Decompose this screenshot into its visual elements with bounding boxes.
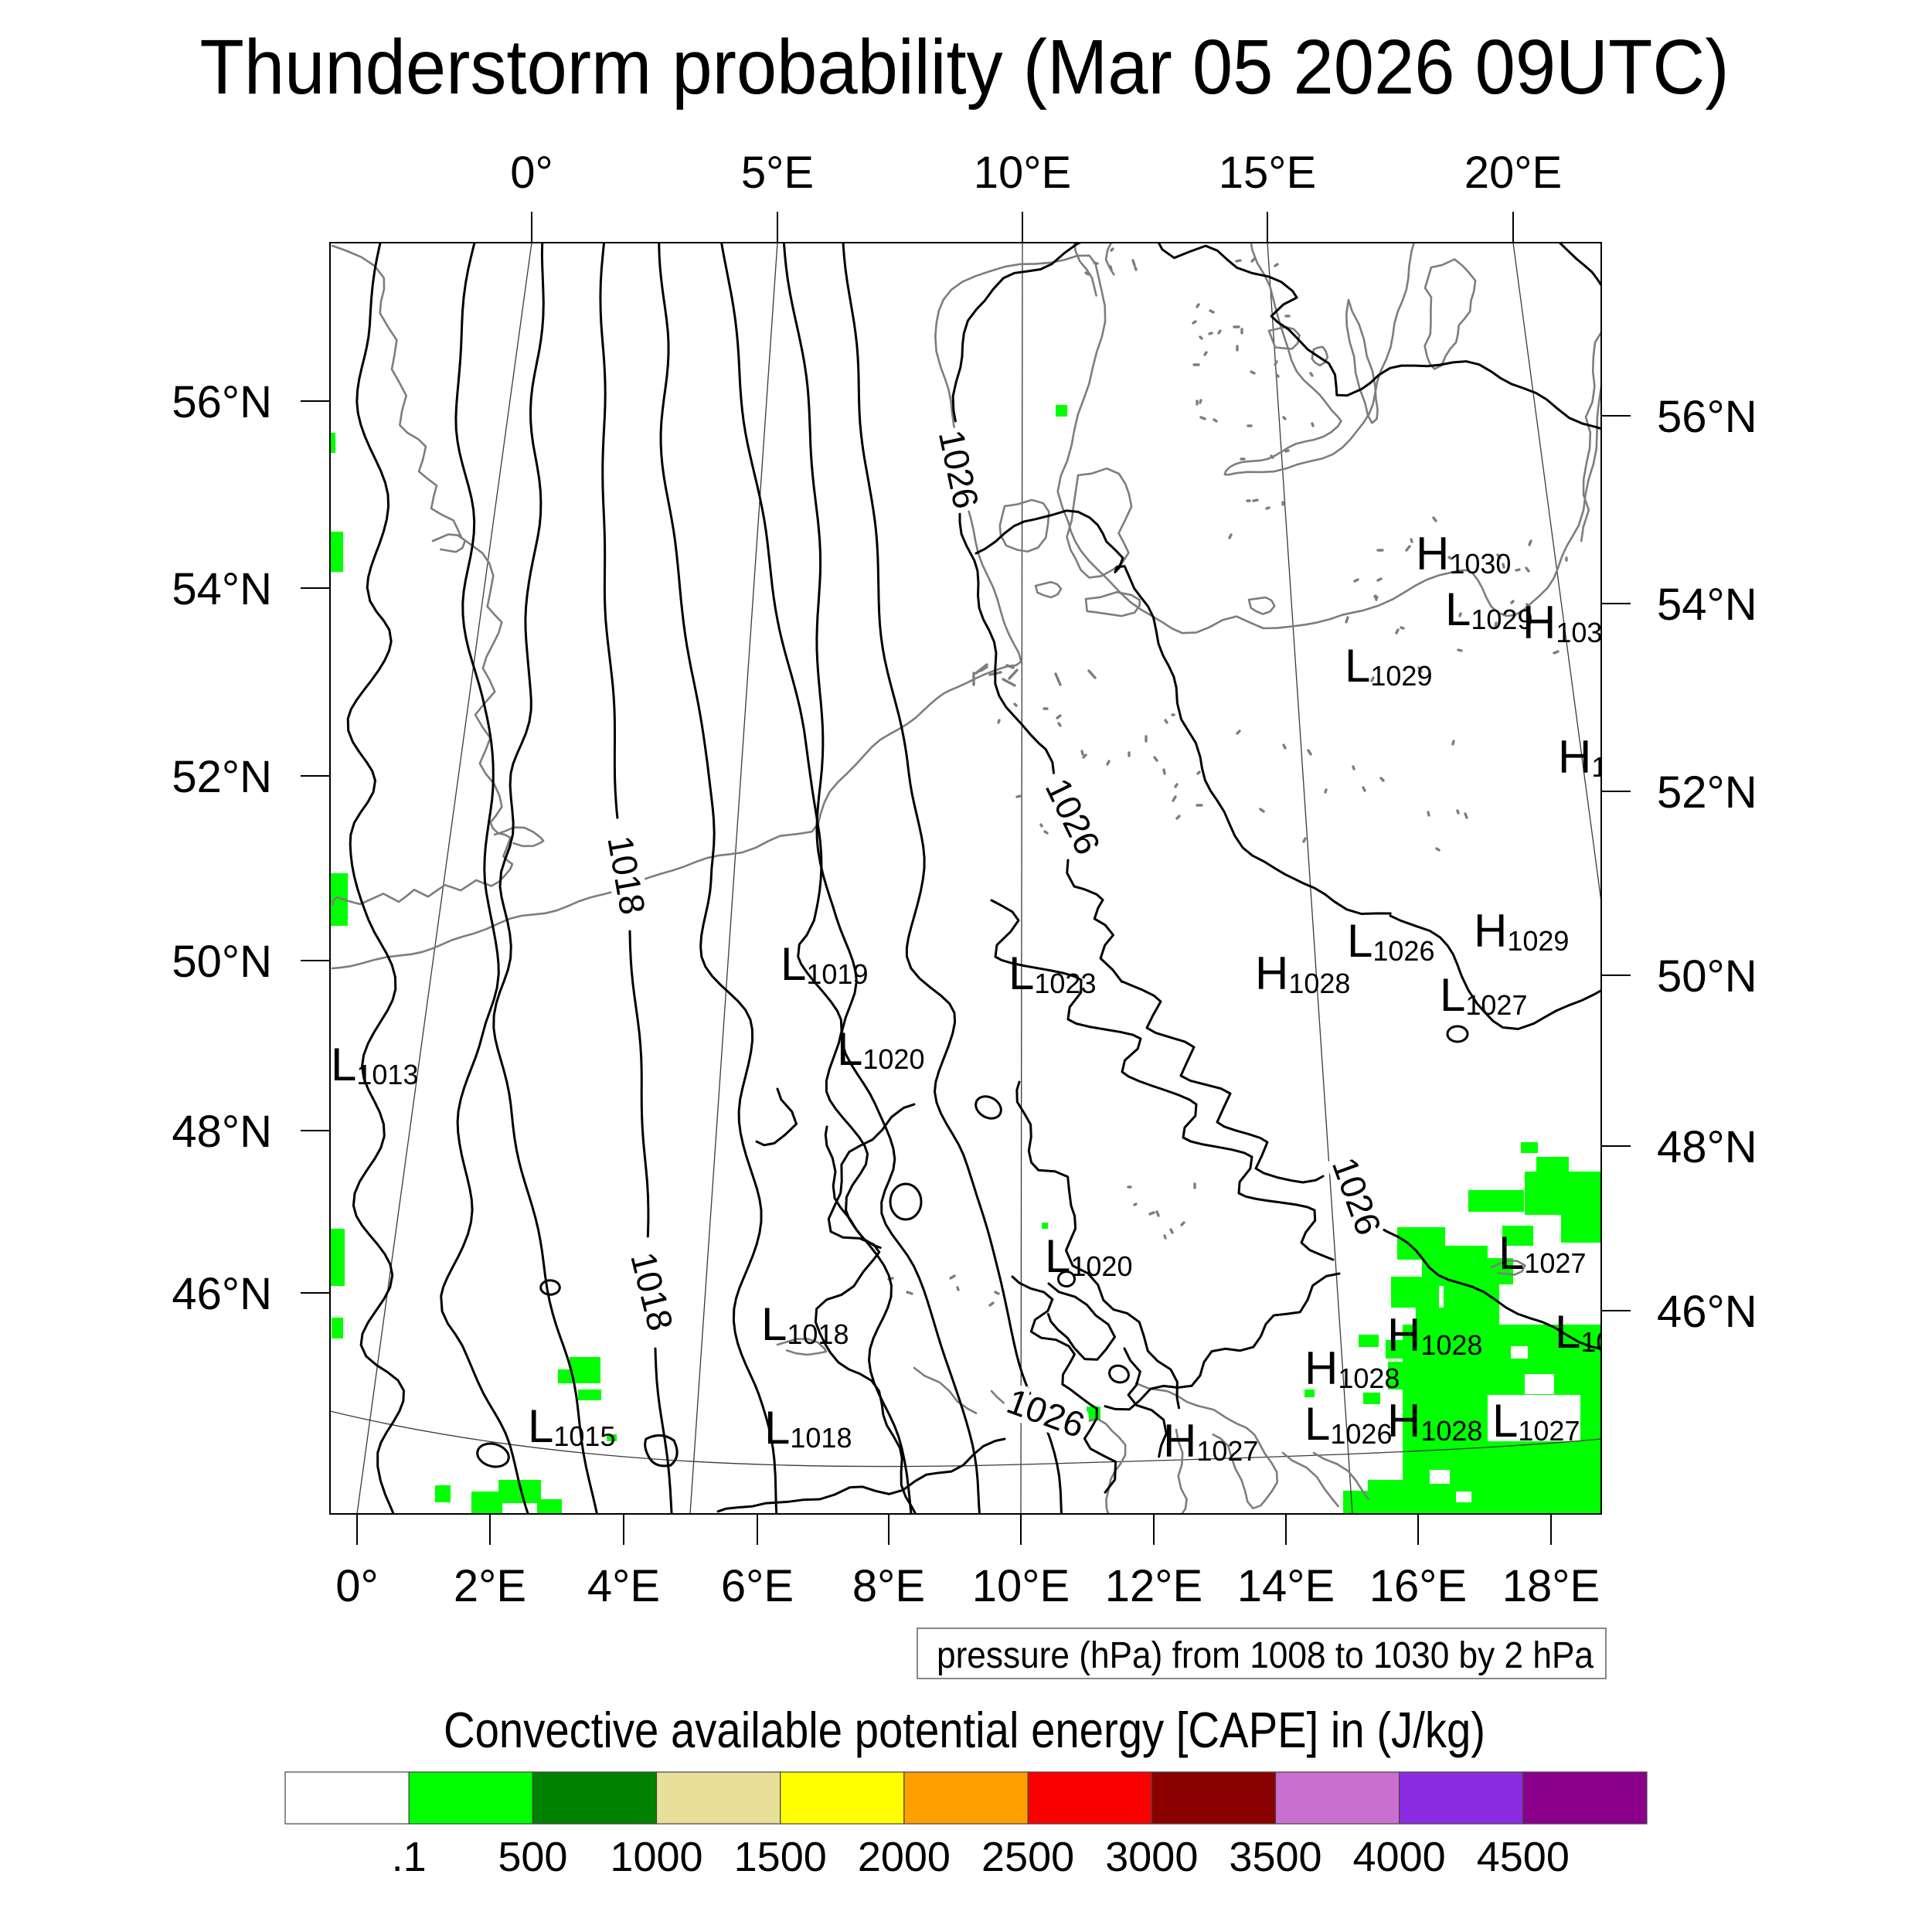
svg-text:0°: 0° [510, 148, 553, 198]
svg-text:50°N: 50°N [1657, 951, 1757, 1002]
svg-text:52°N: 52°N [1657, 767, 1757, 818]
svg-text:500: 500 [498, 1834, 567, 1880]
svg-text:48°N: 48°N [1657, 1122, 1757, 1172]
svg-text:12°E: 12°E [1105, 1561, 1202, 1611]
svg-text:54°N: 54°N [1657, 580, 1757, 630]
svg-text:48°N: 48°N [172, 1107, 272, 1157]
svg-text:52°N: 52°N [172, 752, 272, 802]
svg-text:5°E: 5°E [741, 148, 814, 198]
svg-text:10°E: 10°E [974, 148, 1071, 198]
svg-text:0°: 0° [335, 1561, 378, 1611]
svg-text:2°E: 2°E [454, 1561, 526, 1611]
svg-text:4°E: 4°E [587, 1561, 660, 1611]
svg-text:L1027: L1027 [1492, 1395, 1580, 1447]
svg-text:46°N: 46°N [172, 1269, 272, 1319]
svg-text:4500: 4500 [1477, 1834, 1570, 1880]
svg-text:8°E: 8°E [852, 1561, 925, 1611]
svg-text:.1: .1 [392, 1834, 427, 1880]
svg-text:L1027: L1027 [1555, 1306, 1642, 1358]
svg-text:L1018: L1018 [764, 1402, 852, 1454]
svg-text:20°E: 20°E [1464, 148, 1562, 198]
svg-text:46°N: 46°N [1657, 1287, 1757, 1337]
svg-text:pressure (hPa) from 1008 to 10: pressure (hPa) from 1008 to 1030 by 2 hP… [937, 1635, 1594, 1676]
svg-text:3500: 3500 [1229, 1834, 1321, 1880]
svg-text:L1029: L1029 [1345, 640, 1432, 692]
svg-text:Thunderstorm probability (Mar: Thunderstorm probability (Mar 05 2026 09… [200, 24, 1730, 111]
svg-text:50°N: 50°N [172, 937, 272, 987]
svg-text:10°E: 10°E [972, 1561, 1070, 1611]
svg-text:15°E: 15°E [1219, 148, 1316, 198]
svg-text:16°E: 16°E [1369, 1561, 1467, 1611]
svg-text:1000: 1000 [610, 1834, 702, 1880]
svg-text:54°N: 54°N [172, 564, 272, 614]
svg-text:56°N: 56°N [1657, 392, 1757, 442]
svg-text:18°E: 18°E [1502, 1561, 1600, 1611]
svg-text:56°N: 56°N [172, 377, 272, 427]
svg-text:1500: 1500 [734, 1834, 827, 1880]
svg-text:2500: 2500 [981, 1834, 1074, 1880]
svg-text:4000: 4000 [1353, 1834, 1446, 1880]
svg-text:6°E: 6°E [721, 1561, 794, 1611]
svg-text:Convective available potential: Convective available potential energy [C… [444, 1702, 1485, 1758]
svg-text:2000: 2000 [858, 1834, 951, 1880]
svg-text:14°E: 14°E [1237, 1561, 1335, 1611]
svg-text:3000: 3000 [1105, 1834, 1198, 1880]
